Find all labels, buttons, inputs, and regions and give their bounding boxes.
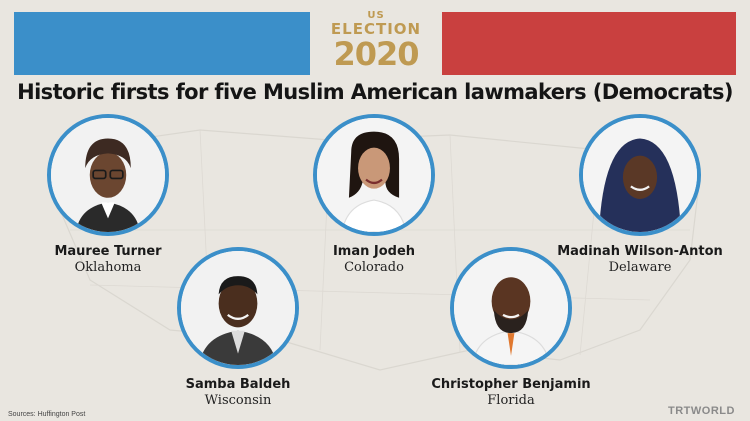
person-state: Colorado — [344, 260, 404, 275]
person-state: Oklahoma — [74, 260, 142, 275]
sources-note: Sources: Huffington Post — [8, 411, 86, 418]
person-name: Samba Baldeh — [185, 377, 291, 392]
logo-us-text: US — [367, 10, 385, 21]
page-title: Historic firsts for five Muslim American… — [17, 80, 733, 104]
logo-year-text: 2020 — [333, 35, 419, 73]
election-2020-logo: US ELECTION 2020 — [318, 10, 434, 76]
person-name: Christopher Benjamin — [431, 377, 591, 392]
person-name: Mauree Turner — [54, 244, 162, 259]
logo-election-text: ELECTION — [330, 20, 422, 38]
person-card-mauree-turner: Mauree Turner Oklahoma — [3, 114, 213, 275]
trt-world-logo: TRTWORLD — [668, 405, 735, 417]
person-card-samba-baldeh: Samba Baldeh Wisconsin — [133, 247, 343, 408]
person-name: Iman Jodeh — [332, 244, 416, 259]
avatar — [47, 114, 169, 236]
avatar — [579, 114, 701, 236]
blue-banner — [14, 12, 310, 75]
portrait-icon — [317, 118, 431, 232]
avatar — [313, 114, 435, 236]
person-card-madinah-wilson-anton: Madinah Wilson-Anton Delaware — [535, 114, 745, 275]
portrait-icon — [51, 118, 165, 232]
portrait-icon — [583, 118, 697, 232]
portrait-icon — [181, 251, 295, 365]
portrait-icon — [454, 251, 568, 365]
person-card-iman-jodeh: Iman Jodeh Colorado — [269, 114, 479, 275]
avatar — [177, 247, 299, 369]
person-state: Delaware — [608, 260, 672, 275]
person-name: Madinah Wilson-Anton — [557, 244, 723, 259]
person-card-christopher-benjamin: Christopher Benjamin Florida — [406, 247, 616, 408]
red-banner — [442, 12, 736, 75]
person-state: Wisconsin — [204, 393, 272, 408]
avatar — [450, 247, 572, 369]
person-state: Florida — [487, 393, 535, 408]
